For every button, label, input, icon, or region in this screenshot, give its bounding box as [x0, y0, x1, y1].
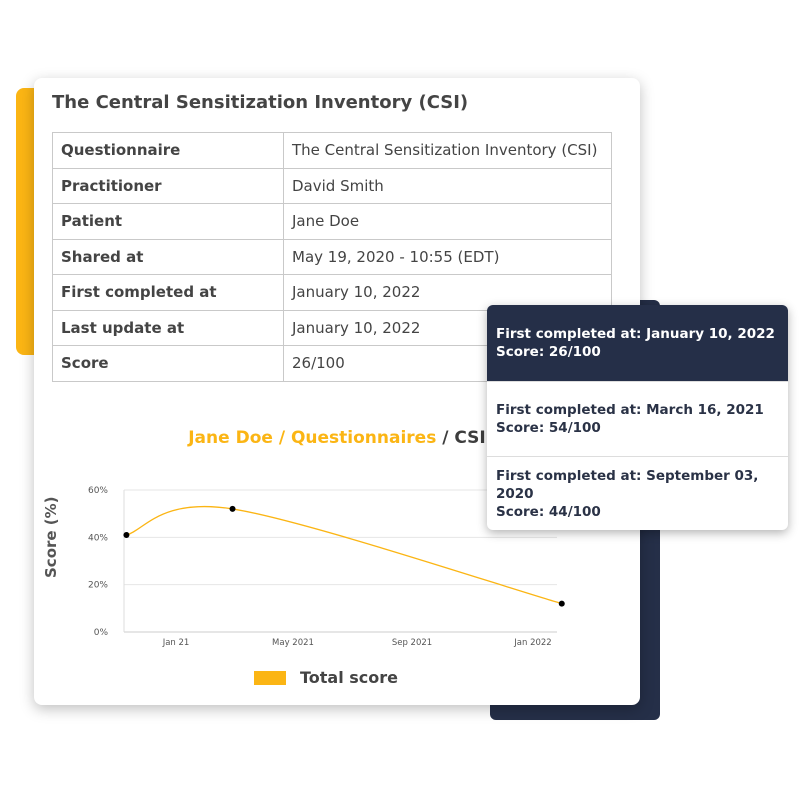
x-tick-label: Jan 2022: [513, 638, 551, 648]
legend-swatch: [254, 670, 286, 685]
legend-label: Total score: [300, 668, 399, 687]
detail-value: May 19, 2020 - 10:55 (EDT): [283, 238, 612, 275]
breadcrumb-questionnaires[interactable]: Questionnaires: [290, 428, 437, 448]
breadcrumb-separator: /: [272, 428, 291, 448]
detail-label: Last update at: [52, 309, 284, 346]
history-tooltip: First completed at: January 10, 2022 Scor…: [487, 305, 788, 530]
x-tick-label: Sep 2021: [392, 638, 432, 648]
y-tick-label: 60%: [88, 486, 108, 496]
breadcrumb: Jane Doe / Questionnaires / CSI: [34, 428, 640, 448]
tooltip-item[interactable]: First completed at: January 10, 2022 Scor…: [487, 305, 788, 382]
detail-row: Patient Jane Doe: [52, 203, 612, 240]
detail-value: Jane Doe: [283, 203, 612, 240]
x-tick-label: May 2021: [272, 638, 314, 648]
series-line: [126, 505, 562, 605]
y-tick-label: 40%: [88, 533, 108, 543]
details-table: Questionnaire The Central Sensitization I…: [52, 132, 612, 382]
tooltip-date: First completed at: January 10, 2022: [496, 326, 775, 342]
tooltip-item[interactable]: First completed at: March 16, 2021 Score:…: [487, 382, 788, 457]
tooltip-item[interactable]: First completed at: September 03, 2020 Sc…: [487, 457, 788, 530]
detail-row: Practitioner David Smith: [52, 167, 612, 204]
tooltip-score: Score: 54/100: [496, 420, 601, 436]
tooltip-score: Score: 26/100: [496, 344, 601, 360]
y-tick-label: 20%: [88, 581, 108, 591]
detail-label: Score: [52, 345, 284, 382]
tooltip-date: First completed at: March 16, 2021: [496, 402, 764, 418]
legend[interactable]: Total score: [254, 668, 398, 687]
tooltip-date: First completed at: September 03, 2020: [496, 468, 759, 502]
data-point: [229, 505, 236, 512]
detail-row: Shared at May 19, 2020 - 10:55 (EDT): [52, 238, 612, 275]
breadcrumb-separator: /: [436, 428, 455, 448]
detail-label: Practitioner: [52, 167, 284, 204]
breadcrumb-current: CSI: [454, 428, 486, 448]
y-tick-label: 0%: [94, 628, 109, 638]
data-point: [558, 600, 565, 607]
detail-value: David Smith: [283, 167, 612, 204]
x-tick-label: Jan 21: [162, 638, 190, 648]
breadcrumb-patient[interactable]: Jane Doe: [188, 428, 273, 448]
detail-label: Patient: [52, 203, 284, 240]
data-point: [123, 531, 130, 538]
card-title: The Central Sensitization Inventory (CSI…: [52, 92, 469, 113]
tooltip-score: Score: 44/100: [496, 504, 601, 520]
detail-row: First completed at January 10, 2022: [52, 274, 612, 311]
